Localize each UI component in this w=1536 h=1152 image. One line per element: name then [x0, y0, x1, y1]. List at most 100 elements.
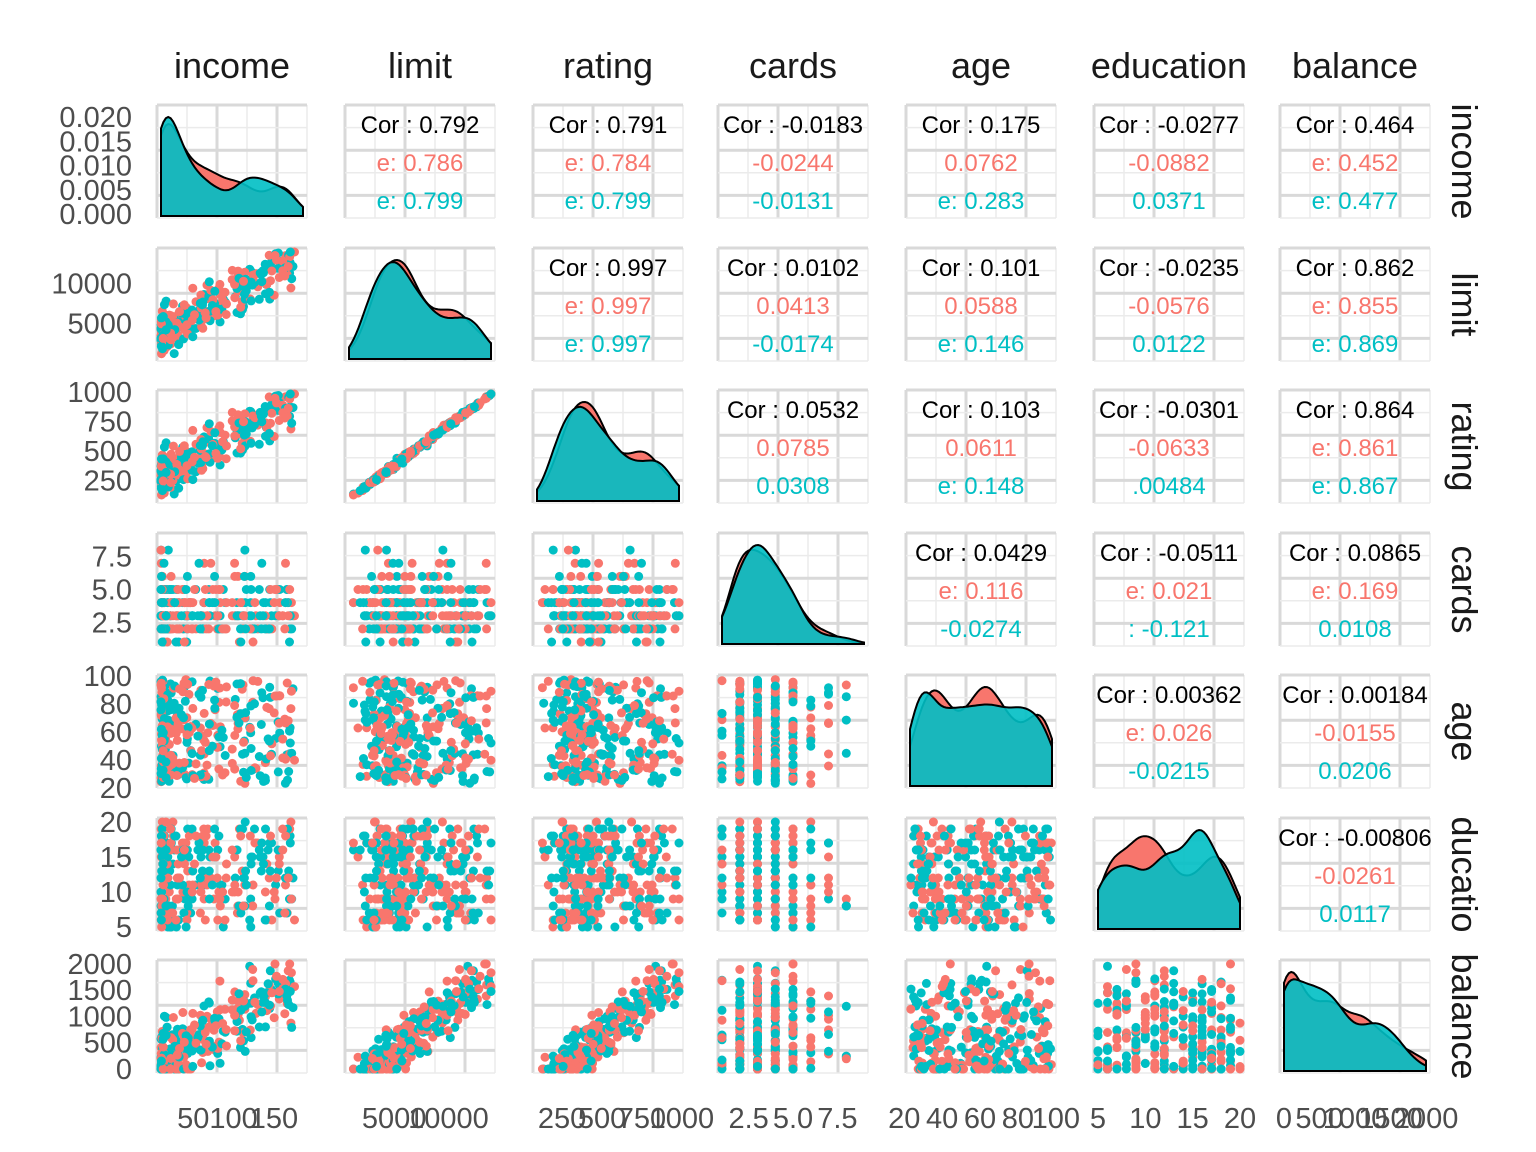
scatter-point — [558, 624, 568, 634]
scatter-point — [642, 637, 652, 647]
scatter-point — [657, 624, 667, 634]
scatter-point — [841, 901, 851, 911]
scatter-point — [770, 831, 780, 841]
scatter-point — [806, 838, 816, 848]
scatter-point — [641, 824, 651, 834]
scatter-point — [156, 461, 166, 471]
scatter-point — [446, 866, 456, 876]
scatter-point — [204, 719, 214, 729]
scatter-point — [156, 585, 166, 594]
scatter-point — [190, 452, 199, 462]
scatter-point — [389, 624, 399, 634]
scatter-point — [481, 558, 491, 568]
scatter-point — [372, 475, 381, 485]
scatter-point — [270, 585, 280, 594]
scatter-point — [197, 465, 207, 475]
scatter-point — [806, 922, 816, 932]
scatter-point — [280, 598, 290, 608]
scatter-point — [674, 738, 684, 748]
scatter-point — [239, 417, 248, 427]
scatter-point — [210, 824, 220, 834]
scatter-point — [156, 678, 166, 688]
scatter-point — [634, 585, 644, 594]
scatter-point — [588, 831, 598, 841]
scatter-point — [788, 677, 798, 687]
scatter-point — [211, 852, 221, 862]
scatter-point — [1022, 852, 1032, 862]
scatter-point — [625, 545, 635, 555]
scatter-point — [770, 880, 780, 890]
scatter-point — [285, 838, 295, 848]
scatter-point — [286, 686, 296, 696]
scatter-point — [770, 728, 780, 738]
panel-limit-cards — [716, 246, 869, 362]
scatter-point — [620, 585, 630, 594]
scatter-point — [171, 637, 181, 647]
scatter-point — [539, 698, 549, 708]
scatter-point — [348, 838, 358, 848]
scatter-point — [246, 922, 256, 932]
scatter-point — [562, 637, 572, 647]
scatter-point — [548, 901, 558, 911]
scatter-point — [283, 873, 293, 883]
scatter-point — [240, 545, 250, 555]
scatter-point — [674, 838, 684, 848]
scatter-point — [227, 845, 237, 855]
scatter-point — [461, 845, 471, 855]
scatter-point — [227, 598, 237, 608]
scatter-point — [195, 624, 205, 634]
scatter-point — [607, 744, 617, 753]
scatter-point — [369, 713, 378, 723]
scatter-point — [486, 755, 496, 765]
panel-age-age — [904, 673, 1057, 789]
scatter-point — [285, 738, 295, 748]
scatter-point — [156, 915, 166, 925]
scatter-point — [386, 735, 396, 745]
panel-limit-rating — [531, 246, 684, 362]
scatter-point — [540, 585, 550, 594]
scatter-point — [642, 676, 652, 686]
panel-income-rating — [531, 103, 684, 219]
scatter-point — [604, 598, 614, 608]
scatter-point — [788, 773, 798, 783]
scatter-point — [625, 748, 635, 758]
scatter-point — [190, 310, 199, 320]
scatter-point — [824, 887, 833, 897]
scatter-point — [610, 887, 619, 897]
scatter-point — [668, 691, 678, 701]
scatter-point — [395, 736, 405, 746]
scatter-point — [365, 687, 375, 697]
scatter-point — [649, 845, 659, 855]
scatter-point — [735, 745, 745, 754]
scatter-point — [607, 695, 617, 705]
scatter-point — [156, 313, 166, 323]
scatter-point — [617, 598, 626, 608]
scatter-point — [239, 289, 249, 299]
scatter-point — [240, 425, 250, 435]
scatter-point — [558, 817, 568, 827]
scatter-point — [735, 873, 745, 883]
panel-rating-education — [1092, 388, 1245, 504]
scatter-point — [946, 824, 956, 834]
panel-limit-education — [1092, 246, 1245, 362]
scatter-point — [446, 838, 456, 848]
scatter-point — [159, 300, 169, 310]
scatter-point — [175, 873, 184, 883]
scatter-point — [554, 598, 564, 608]
scatter-point — [272, 873, 281, 883]
scatter-point — [202, 760, 212, 770]
scatter-point — [432, 901, 442, 911]
scatter-point — [621, 736, 631, 746]
scatter-point — [446, 737, 456, 747]
scatter-point — [617, 824, 627, 834]
scatter-point — [788, 915, 798, 925]
panel-income-balance — [1278, 103, 1431, 219]
scatter-point — [788, 721, 798, 730]
scatter-point — [622, 852, 632, 862]
scatter-point — [557, 915, 566, 925]
scatter-point — [260, 887, 270, 897]
scatter-point — [467, 637, 477, 647]
scatter-point — [1043, 894, 1053, 904]
scatter-point — [466, 611, 476, 621]
scatter-point — [278, 734, 288, 744]
